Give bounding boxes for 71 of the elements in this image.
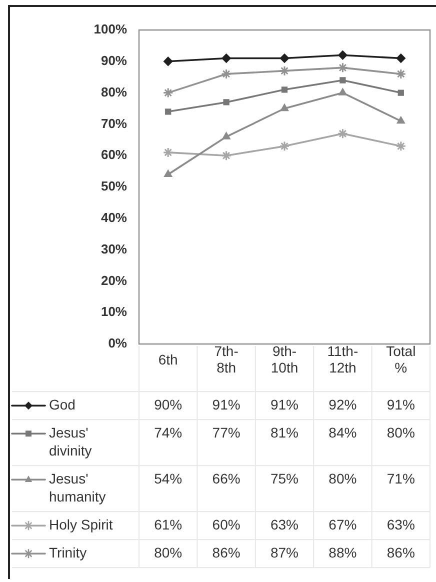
point: [222, 132, 230, 140]
point: [338, 50, 348, 60]
data-label: 90%: [154, 396, 182, 412]
data-label: 86%: [212, 544, 240, 560]
data-label: 67%: [328, 516, 357, 532]
point: [164, 56, 173, 66]
legend-label: Trinity: [49, 544, 87, 560]
data-label: 80%: [328, 470, 357, 486]
point: [222, 54, 231, 63]
legend-label: God: [49, 396, 76, 412]
point: [398, 90, 404, 96]
data-label: 88%: [328, 544, 357, 560]
point: [279, 66, 290, 76]
data-label: 77%: [212, 424, 240, 440]
data-label: 91%: [212, 396, 240, 412]
point: [396, 140, 406, 152]
point: [223, 99, 230, 106]
point: [337, 128, 348, 139]
y-tick-label: 60%: [100, 147, 128, 162]
x-tick-label: 6th: [158, 351, 178, 368]
data-label: 74%: [154, 424, 182, 440]
point: [338, 88, 347, 96]
legend-label: Holy Spirit: [49, 516, 113, 532]
y-tick-label: 0%: [108, 336, 128, 351]
data-label: 75%: [270, 470, 299, 486]
data-label: 61%: [154, 516, 182, 532]
y-tick-label: 80%: [100, 84, 128, 100]
y-tick-label: 100%: [94, 22, 128, 37]
point: [396, 54, 406, 63]
data-label: 91%: [270, 396, 299, 412]
x-tick-label: 7th-8th: [214, 342, 239, 376]
data-label: 84%: [328, 424, 357, 440]
point: [340, 77, 346, 84]
data-label: 80%: [386, 424, 415, 440]
y-tick-label: 30%: [100, 241, 128, 256]
legend-label: Jesus' divinity: [49, 424, 92, 458]
point: [396, 68, 406, 80]
y-tick-label: 40%: [100, 210, 128, 225]
data-label: 66%: [212, 470, 240, 486]
data-label: 80%: [154, 544, 182, 560]
point: [162, 147, 174, 158]
x-tick-label: Total %: [386, 342, 416, 376]
point: [221, 150, 232, 161]
y-tick-label: 50%: [100, 178, 128, 194]
point: [164, 170, 172, 178]
data-label: 54%: [154, 470, 182, 486]
legend-label: Jesus' humanity: [49, 470, 106, 504]
y-tick-label: 70%: [100, 116, 128, 131]
point: [165, 108, 172, 115]
data-label: 71%: [386, 470, 415, 486]
point: [396, 116, 405, 124]
data-label: 86%: [386, 544, 415, 560]
point: [162, 88, 174, 98]
y-tick-label: 10%: [100, 304, 128, 320]
point: [221, 68, 232, 80]
data-label: 60%: [212, 516, 240, 532]
point: [280, 104, 289, 112]
point: [280, 54, 290, 63]
data-label: 87%: [270, 544, 299, 560]
data-label: 63%: [386, 516, 415, 532]
point: [279, 140, 290, 152]
x-tick-label: 11th-12th: [327, 342, 358, 376]
point: [281, 86, 288, 93]
data-label: 63%: [270, 516, 299, 532]
data-label: 92%: [328, 396, 357, 412]
point: [337, 62, 348, 73]
y-tick-label: 20%: [100, 272, 128, 288]
y-tick-label: 90%: [100, 52, 128, 68]
x-tick-label: 9th-10th: [270, 342, 298, 376]
data-label: 81%: [270, 424, 299, 440]
data-label: 91%: [386, 396, 415, 412]
